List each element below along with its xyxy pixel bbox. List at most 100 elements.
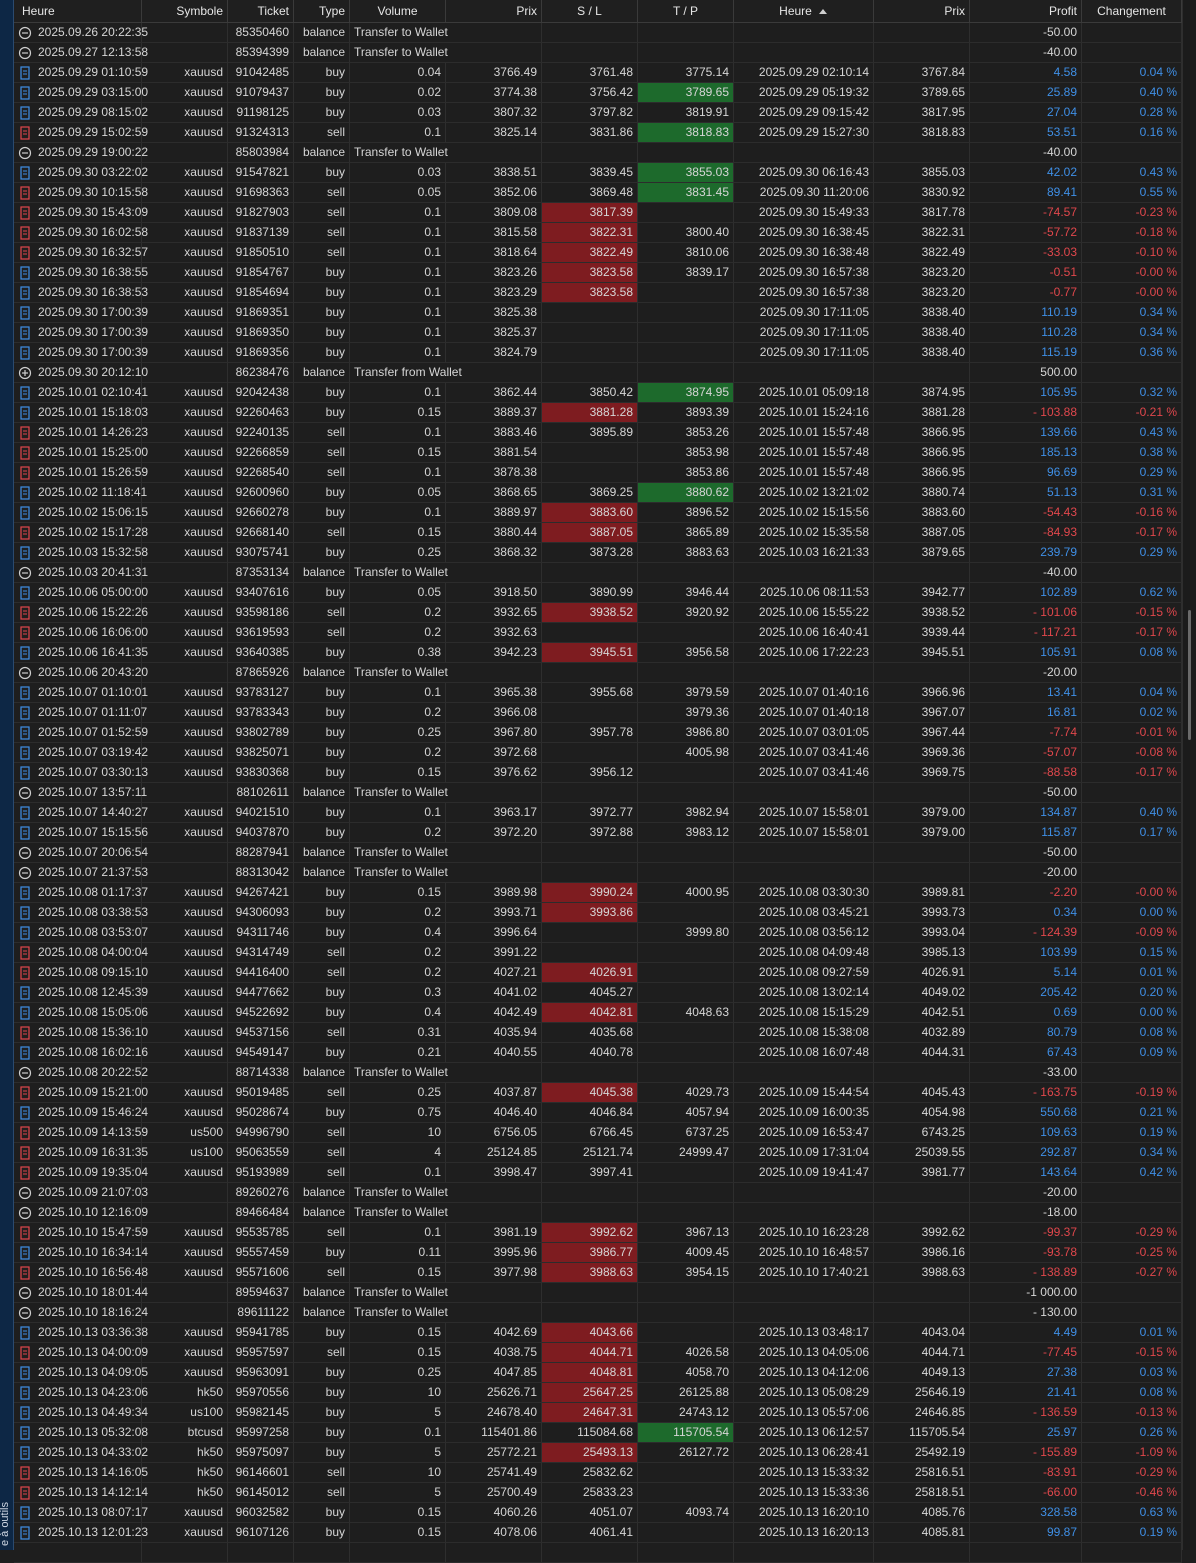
column-header[interactable]: S / L — [542, 0, 638, 22]
table-row[interactable]: 2025.10.07 21:37:53 88313042 balance Transf… — [14, 863, 1182, 883]
table-row[interactable]: 2025.10.08 09:15:10 xauusd 94416400 sell 0.2… — [14, 963, 1182, 983]
table-row[interactable]: 2025.10.09 19:35:04 xauusd 95193989 sell 0.1… — [14, 1163, 1182, 1183]
column-header[interactable]: Ticket — [228, 0, 294, 22]
table-row[interactable]: 2025.10.03 20:41:31 87353134 balance Transf… — [14, 563, 1182, 583]
sort-arrow[interactable] — [818, 7, 828, 15]
table-row[interactable]: 2025.10.07 03:30:13 xauusd 93830368 buy 0.15… — [14, 763, 1182, 783]
table-row[interactable]: 2025.10.01 15:25:00 xauusd 92266859 sell 0.1… — [14, 443, 1182, 463]
table-row[interactable]: 2025.10.09 14:13:59 us500 94996790 sell 10 67… — [14, 1123, 1182, 1143]
table-row[interactable]: 2025.10.07 03:19:42 xauusd 93825071 buy 0.2 3… — [14, 743, 1182, 763]
column-header[interactable]: Prix — [446, 0, 542, 22]
column-header[interactable]: Symbole — [142, 0, 228, 22]
table-row[interactable]: 2025.09.30 17:00:39 xauusd 91869356 buy 0.1 3… — [14, 343, 1182, 363]
column-header-label[interactable]: Symbole — [176, 4, 223, 18]
column-header-label[interactable]: Heure — [22, 4, 55, 18]
table-row[interactable]: 2025.10.08 04:00:04 xauusd 94314749 sell 0.2… — [14, 943, 1182, 963]
table-row[interactable]: 2025.09.30 16:02:58 xauusd 91837139 sell 0.1… — [14, 223, 1182, 243]
table-row[interactable]: 2025.10.09 15:21:00 xauusd 95019485 sell 0.2… — [14, 1083, 1182, 1103]
table-row[interactable]: 2025.10.01 15:26:59 xauusd 92268540 sell 0.1… — [14, 463, 1182, 483]
table-row[interactable]: 2025.10.10 18:01:44 89594637 balance Transf… — [14, 1283, 1182, 1303]
table-row[interactable]: 2025.10.02 15:06:15 xauusd 92660278 buy 0.1 3… — [14, 503, 1182, 523]
sidebar-label[interactable]: e à outils — [0, 1501, 11, 1546]
column-header[interactable]: Profit — [970, 0, 1082, 22]
column-header-label[interactable]: S / L — [577, 4, 602, 18]
table-row[interactable]: 2025.10.02 15:17:28 xauusd 92668140 sell 0.1… — [14, 523, 1182, 543]
table-row[interactable]: 2025.10.08 15:36:10 xauusd 94537156 sell 0.3… — [14, 1023, 1182, 1043]
table-row[interactable]: 2025.09.30 16:38:55 xauusd 91854767 buy 0.1 3… — [14, 263, 1182, 283]
table-row[interactable]: 2025.09.30 17:00:39 xauusd 91869351 buy 0.1 3… — [14, 303, 1182, 323]
table-row[interactable]: 2025.10.07 01:52:59 xauusd 93802789 buy 0.25… — [14, 723, 1182, 743]
table-row[interactable]: 2025.10.13 08:07:17 xauusd 96032582 buy 0.15… — [14, 1503, 1182, 1523]
column-header[interactable]: Heure — [14, 0, 142, 22]
table-row[interactable]: 2025.10.06 20:43:20 87865926 balance Transf… — [14, 663, 1182, 683]
table-row[interactable]: 2025.10.07 13:57:11 88102611 balance Transf… — [14, 783, 1182, 803]
table-row[interactable]: 2025.10.13 04:09:05 xauusd 95963091 buy 0.25… — [14, 1363, 1182, 1383]
table-row[interactable]: 2025.09.29 01:10:59 xauusd 91042485 buy 0.04… — [14, 63, 1182, 83]
table-row[interactable]: 2025.09.30 17:00:39 xauusd 91869350 buy 0.1 3… — [14, 323, 1182, 343]
table-row[interactable]: 2025.10.13 04:00:09 xauusd 95957597 sell 0.1… — [14, 1343, 1182, 1363]
table-row[interactable]: 2025.10.08 03:38:53 xauusd 94306093 buy 0.2 3… — [14, 903, 1182, 923]
table-row[interactable]: 2025.10.07 01:11:07 xauusd 93783343 buy 0.2 3… — [14, 703, 1182, 723]
table-row[interactable]: 2025.10.13 04:33:02 hk50 95975097 buy 5 25772… — [14, 1443, 1182, 1463]
table-row[interactable]: 2025.10.09 16:31:35 us100 95063559 sell 4 251… — [14, 1143, 1182, 1163]
table-row[interactable]: 2025.10.13 14:12:14 hk50 96145012 sell 5 2570… — [14, 1483, 1182, 1503]
table-row[interactable]: 2025.10.13 04:23:06 hk50 95970556 buy 10 2562… — [14, 1383, 1182, 1403]
table-row[interactable]: 2025.10.08 16:02:16 xauusd 94549147 buy 0.21… — [14, 1043, 1182, 1063]
column-header[interactable]: Volume — [350, 0, 446, 22]
column-header-label[interactable]: Heure — [779, 4, 812, 18]
table-row[interactable]: 2025.09.30 16:38:53 xauusd 91854694 buy 0.1 3… — [14, 283, 1182, 303]
table-row[interactable]: 2025.10.09 21:07:03 89260276 balance Transf… — [14, 1183, 1182, 1203]
scrollbar[interactable] — [1182, 0, 1196, 1550]
table-row[interactable]: 2025.09.29 03:15:00 xauusd 91079437 buy 0.02… — [14, 83, 1182, 103]
table-row[interactable]: 2025.10.09 15:46:24 xauusd 95028674 buy 0.75… — [14, 1103, 1182, 1123]
column-header-label[interactable]: Type — [318, 4, 345, 18]
table-row[interactable]: 2025.10.10 16:56:48 xauusd 95571606 sell 0.1… — [14, 1263, 1182, 1283]
table-row[interactable]: 2025.10.08 20:22:52 88714338 balance Transf… — [14, 1063, 1182, 1083]
column-header[interactable]: Type — [294, 0, 350, 22]
table-row[interactable]: 2025.10.10 16:34:14 xauusd 95557459 buy 0.11… — [14, 1243, 1182, 1263]
column-header-label[interactable]: T / P — [672, 4, 699, 18]
table-row[interactable]: 2025.10.10 18:16:24 89611122 balance Transf… — [14, 1303, 1182, 1323]
table-row[interactable]: 2025.09.30 20:12:10 86238476 balance Transf… — [14, 363, 1182, 383]
table-row[interactable]: 2025.10.01 14:26:23 xauusd 92240135 sell 0.1… — [14, 423, 1182, 443]
column-header-label[interactable]: Prix — [516, 4, 537, 18]
table-row[interactable]: 2025.10.13 03:36:38 xauusd 95941785 buy 0.15… — [14, 1323, 1182, 1343]
column-header[interactable]: Heure — [734, 0, 874, 22]
table-row[interactable]: 2025.09.29 19:00:22 85803984 balance Transf… — [14, 143, 1182, 163]
table-row[interactable]: 2025.10.13 12:01:23 xauusd 96107126 buy 0.15… — [14, 1523, 1182, 1543]
table-row[interactable]: 2025.10.06 05:00:00 xauusd 93407616 buy 0.05… — [14, 583, 1182, 603]
table-row[interactable]: 2025.10.07 14:40:27 xauusd 94021510 buy 0.1 3… — [14, 803, 1182, 823]
table-row[interactable]: 2025.10.01 15:18:03 xauusd 92260463 buy 0.15… — [14, 403, 1182, 423]
table-row[interactable]: 2025.10.03 15:32:58 xauusd 93075741 buy 0.25… — [14, 543, 1182, 563]
table-row[interactable]: 2025.10.07 15:15:56 xauusd 94037870 buy 0.2 3… — [14, 823, 1182, 843]
column-header-label[interactable]: Volume — [377, 4, 418, 18]
table-row[interactable]: 2025.10.02 11:18:41 xauusd 92600960 buy 0.05… — [14, 483, 1182, 503]
table-row[interactable]: 2025.10.07 20:06:54 88287941 balance Transf… — [14, 843, 1182, 863]
table-row[interactable]: 2025.10.07 01:10:01 xauusd 93783127 buy 0.1 3… — [14, 683, 1182, 703]
table-row[interactable]: 2025.10.06 16:06:00 xauusd 93619593 sell 0.2… — [14, 623, 1182, 643]
column-header[interactable]: Changement — [1082, 0, 1182, 22]
table-row[interactable]: 2025.10.13 05:32:08 btcusd 95997258 buy 0.1 1… — [14, 1423, 1182, 1443]
table-row[interactable]: 2025.10.08 15:05:06 xauusd 94522692 buy 0.4 4… — [14, 1003, 1182, 1023]
table-row[interactable]: 2025.09.29 08:15:02 xauusd 91198125 buy 0.03… — [14, 103, 1182, 123]
table-row[interactable]: 2025.10.01 02:10:41 xauusd 92042438 buy 0.1 3… — [14, 383, 1182, 403]
column-header-label[interactable]: Profit — [1048, 4, 1077, 18]
column-header-label[interactable]: Prix — [944, 4, 965, 18]
column-header-label[interactable]: Changement — [1097, 4, 1166, 18]
table-row[interactable]: 2025.10.13 14:16:05 hk50 96146601 sell 10 257… — [14, 1463, 1182, 1483]
scroll-thumb[interactable] — [1188, 610, 1191, 740]
column-header-label[interactable]: Ticket — [257, 4, 289, 18]
table-row[interactable]: 2025.10.10 15:47:59 xauusd 95535785 sell 0.1… — [14, 1223, 1182, 1243]
column-header[interactable]: Prix — [874, 0, 970, 22]
table-row[interactable]: 2025.10.10 12:16:09 89466484 balance Transf… — [14, 1203, 1182, 1223]
table-row[interactable]: 2025.09.30 15:43:09 xauusd 91827903 sell 0.1… — [14, 203, 1182, 223]
table-row[interactable]: 2025.10.08 01:17:37 xauusd 94267421 buy 0.15… — [14, 883, 1182, 903]
table-row[interactable]: 2025.09.30 03:22:02 xauusd 91547821 buy 0.03… — [14, 163, 1182, 183]
table-row[interactable]: 2025.09.26 20:22:35 85350460 balance Transf… — [14, 23, 1182, 43]
column-header[interactable]: T / P — [638, 0, 734, 22]
table-row[interactable]: 2025.10.13 04:49:34 us100 95982145 buy 5 2467… — [14, 1403, 1182, 1423]
table-row[interactable] — [14, 1543, 1182, 1563]
table-row[interactable]: 2025.09.30 16:32:57 xauusd 91850510 sell 0.1… — [14, 243, 1182, 263]
table-row[interactable]: 2025.10.08 03:53:07 xauusd 94311746 buy 0.4 3… — [14, 923, 1182, 943]
table-row[interactable]: 2025.09.30 10:15:58 xauusd 91698363 sell 0.0… — [14, 183, 1182, 203]
